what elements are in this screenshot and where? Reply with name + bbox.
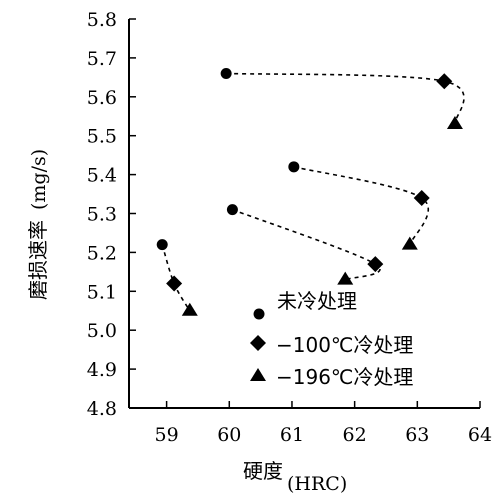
- y-axis-title-unit: (mg/s): [28, 149, 50, 210]
- legend-marker-triangle: [250, 368, 266, 381]
- x-tick-label: 61: [280, 424, 304, 446]
- x-axis-title-unit: (HRC): [287, 473, 347, 495]
- y-tick-label: 5.1: [87, 281, 117, 303]
- y-tick-label: 4.9: [87, 359, 117, 381]
- data-point-diamond: [367, 256, 384, 273]
- trend-lines: [161, 72, 465, 312]
- data-point-triangle: [446, 116, 463, 130]
- trend-line: [293, 166, 430, 245]
- legend-label-untreated: 未冷处理: [277, 289, 357, 313]
- data-point-circle: [220, 67, 232, 79]
- y-tick-label: 5.2: [87, 242, 117, 264]
- data-point-diamond: [436, 73, 453, 90]
- data-point-triangle: [337, 271, 354, 285]
- y-tick-label: 5.8: [87, 9, 117, 31]
- data-point-triangle: [401, 236, 418, 250]
- y-tick-label: 5.0: [87, 320, 117, 342]
- x-tick-label: 63: [405, 424, 429, 446]
- data-markers: [156, 67, 463, 316]
- tick-labels: 4.8 4.9 5.0 5.1 5.2 5.3 5.4 5.5 5.6 5.7 5.8 59 60 61 6…: [87, 9, 492, 446]
- legend-marker-circle: [253, 308, 265, 320]
- y-axis-title: 磨损速率 (mg/s): [26, 149, 50, 300]
- data-point-circle: [288, 161, 300, 173]
- data-point-diamond: [166, 275, 183, 292]
- legend-marker-diamond: [250, 335, 266, 351]
- y-tick-label: 5.7: [87, 48, 117, 70]
- y-tick-label: 4.8: [87, 398, 117, 420]
- trend-line: [232, 208, 381, 281]
- y-tick-label: 5.6: [87, 87, 117, 109]
- y-axis-title-cn: 磨损速率: [26, 220, 50, 300]
- data-point-triangle: [181, 302, 198, 316]
- x-axis-title-cn: 硬度: [243, 459, 283, 483]
- legend-label-minus100: −100℃冷处理: [276, 333, 413, 357]
- x-axis-title: 硬度 (HRC): [243, 459, 347, 495]
- y-tick-label: 5.5: [87, 126, 117, 148]
- data-point-circle: [226, 204, 238, 216]
- data-point-diamond: [413, 189, 430, 206]
- trend-line: [226, 72, 465, 125]
- y-tick-label: 5.3: [87, 204, 117, 226]
- x-tick-label: 62: [343, 424, 367, 446]
- legend-label-minus196: −196℃冷处理: [276, 365, 413, 389]
- tick-marks: [129, 18, 481, 409]
- x-tick-label: 64: [468, 424, 492, 446]
- data-point-circle: [156, 239, 168, 251]
- legend: 未冷处理 −100℃冷处理 −196℃冷处理: [250, 289, 413, 389]
- x-tick-label: 59: [155, 424, 179, 446]
- y-tick-label: 5.4: [87, 165, 117, 187]
- x-tick-label: 60: [217, 424, 241, 446]
